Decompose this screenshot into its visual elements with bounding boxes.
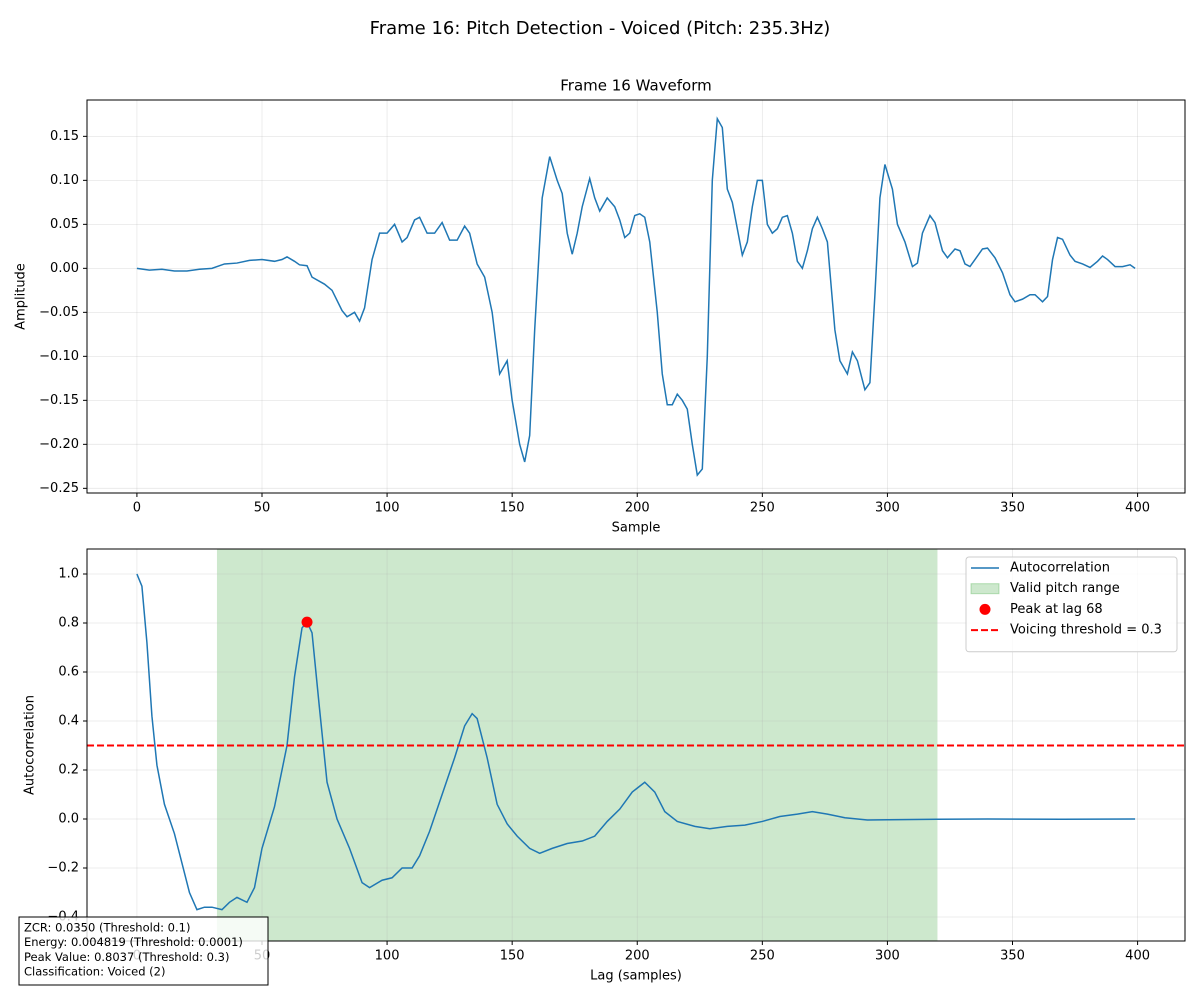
info-text: ZCR: 0.0350 (Threshold: 0.1) <box>24 921 190 935</box>
y-tick-label: 0.05 <box>50 217 79 232</box>
y-tick-label: 0.8 <box>58 615 79 630</box>
figure-title: Frame 16: Pitch Detection - Voiced (Pitc… <box>370 18 831 39</box>
axes-frame <box>86 548 1186 942</box>
info-text: Peak Value: 0.8037 (Threshold: 0.3) <box>24 950 229 964</box>
y-tick-label: 0.4 <box>58 713 79 728</box>
info-text: Classification: Voiced (2) <box>24 965 165 979</box>
y-tick-label: 1.0 <box>58 566 79 581</box>
legend-swatch <box>979 603 991 615</box>
x-tick-label: 150 <box>500 949 525 964</box>
y-tick-label: 0.10 <box>50 173 79 188</box>
peak-marker <box>301 616 313 628</box>
y-tick-label: 0.15 <box>50 129 79 144</box>
y-axis-label: Autocorrelation <box>23 695 38 795</box>
info-text: Energy: 0.004819 (Threshold: 0.0001) <box>24 935 243 949</box>
legend-box <box>965 556 1178 653</box>
y-tick-label: 0.00 <box>50 261 79 276</box>
info-box <box>18 916 269 986</box>
x-tick-label: 0 <box>133 501 141 516</box>
legend-swatch <box>970 583 1000 595</box>
x-tick-label: 100 <box>375 949 400 964</box>
x-tick-label: 250 <box>750 949 775 964</box>
axes-title: Frame 16 Waveform <box>560 77 712 95</box>
legend-label: Voicing threshold = 0.3 <box>1010 623 1162 638</box>
x-tick-label: 100 <box>375 501 400 516</box>
x-axis-label: Sample <box>612 521 661 536</box>
y-tick-label: 0.6 <box>58 664 79 679</box>
y-tick-label: −0.10 <box>39 349 79 364</box>
legend-label: Peak at lag 68 <box>1010 602 1103 617</box>
x-tick-label: 300 <box>875 501 900 516</box>
x-tick-label: 350 <box>1000 501 1025 516</box>
x-tick-label: 200 <box>625 949 650 964</box>
x-tick-label: 400 <box>1125 501 1150 516</box>
x-tick-label: 150 <box>500 501 525 516</box>
y-tick-label: 0.0 <box>58 811 79 826</box>
x-tick-label: 300 <box>875 949 900 964</box>
legend-label: Valid pitch range <box>1010 581 1120 596</box>
legend-label: Autocorrelation <box>1010 561 1110 576</box>
x-axis-label: Lag (samples) <box>590 969 682 984</box>
y-tick-label: −0.2 <box>47 860 79 875</box>
y-tick-label: 0.2 <box>58 762 79 777</box>
y-tick-label: −0.20 <box>39 437 79 452</box>
y-axis-label: Amplitude <box>14 263 29 330</box>
x-tick-label: 200 <box>625 501 650 516</box>
y-tick-label: −0.15 <box>39 393 79 408</box>
data-line <box>136 573 1136 911</box>
y-tick-label: −0.05 <box>39 305 79 320</box>
axes-frame <box>86 99 1186 494</box>
x-tick-label: 50 <box>254 501 271 516</box>
x-tick-label: 350 <box>1000 949 1025 964</box>
data-line <box>136 116 1136 477</box>
x-tick-label: 250 <box>750 501 775 516</box>
y-tick-label: −0.25 <box>39 481 79 496</box>
x-tick-label: 400 <box>1125 949 1150 964</box>
